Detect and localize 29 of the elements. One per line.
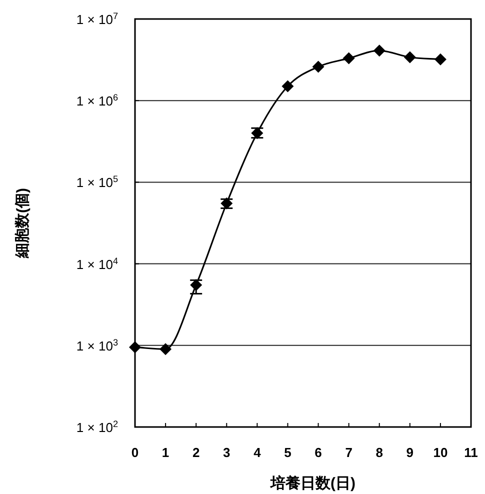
y-tick-label: 1 × 10$^{5}$ — [76, 174, 118, 190]
point — [342, 52, 355, 64]
x-tick-label: 11 — [464, 445, 478, 460]
point — [160, 343, 172, 356]
y-tick-label: 1 × 10$^{3}$ — [76, 337, 118, 354]
point — [373, 44, 386, 57]
y-tick-label: 1 × 10$^{7}$ — [76, 11, 118, 27]
x-tick-label: 9 — [406, 445, 414, 460]
point — [434, 53, 446, 66]
x-tick-label: 10 — [433, 445, 448, 460]
x-tick-label: 4 — [254, 445, 262, 460]
x-tick-label: 3 — [223, 445, 230, 460]
x-tick-label: 5 — [284, 445, 292, 460]
x-tick-label: 1 — [162, 445, 170, 460]
y-axis-title: 細胞数(個) — [14, 188, 31, 259]
point — [282, 80, 294, 92]
point — [312, 60, 324, 73]
point — [190, 278, 202, 291]
x-tick-label: 8 — [376, 445, 383, 460]
point — [404, 51, 416, 64]
x-tick-label: 0 — [131, 445, 139, 460]
y-tick-label: 1 × 10$^{6}$ — [76, 92, 118, 109]
point — [129, 341, 141, 354]
x-axis-title: 培養日数(日) — [270, 474, 356, 492]
x-tick-label: 6 — [314, 445, 322, 460]
y-tick-label: 1 × 10$^{4}$ — [76, 256, 118, 272]
x-tick-label: 7 — [345, 445, 352, 460]
y-tick-label: 1 × 10$^{2}$ — [76, 419, 118, 435]
x-tick-label: 2 — [192, 445, 200, 460]
